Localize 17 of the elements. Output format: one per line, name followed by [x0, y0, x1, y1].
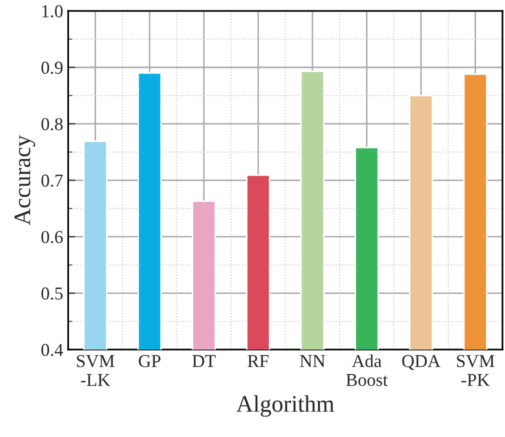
- x-axis-title: Algorithm: [236, 395, 334, 417]
- x-tick-label: QDA: [402, 355, 440, 370]
- y-tick-label: 0.5: [41, 287, 63, 300]
- x-tick-label: RF: [248, 355, 269, 367]
- y-tick-label: 0.7: [41, 174, 63, 187]
- x-tick-label: NN: [300, 355, 326, 367]
- x-tick-label: SVM -PK: [456, 355, 494, 386]
- y-axis-title: Accuracy: [14, 135, 36, 226]
- y-tick-label: 0.4: [41, 344, 64, 356]
- x-tick-label: DT: [192, 355, 216, 368]
- x-tick-label: GP: [138, 355, 160, 368]
- y-tick-label: 1.0: [42, 5, 63, 18]
- y-tick-label: 0.6: [41, 230, 63, 244]
- x-tick-label: Ada Boost: [346, 354, 388, 386]
- y-tick-label: 0.8: [41, 118, 63, 130]
- y-tick-label: 0.9: [41, 62, 63, 74]
- x-tick-label: SVM -LK: [76, 355, 114, 386]
